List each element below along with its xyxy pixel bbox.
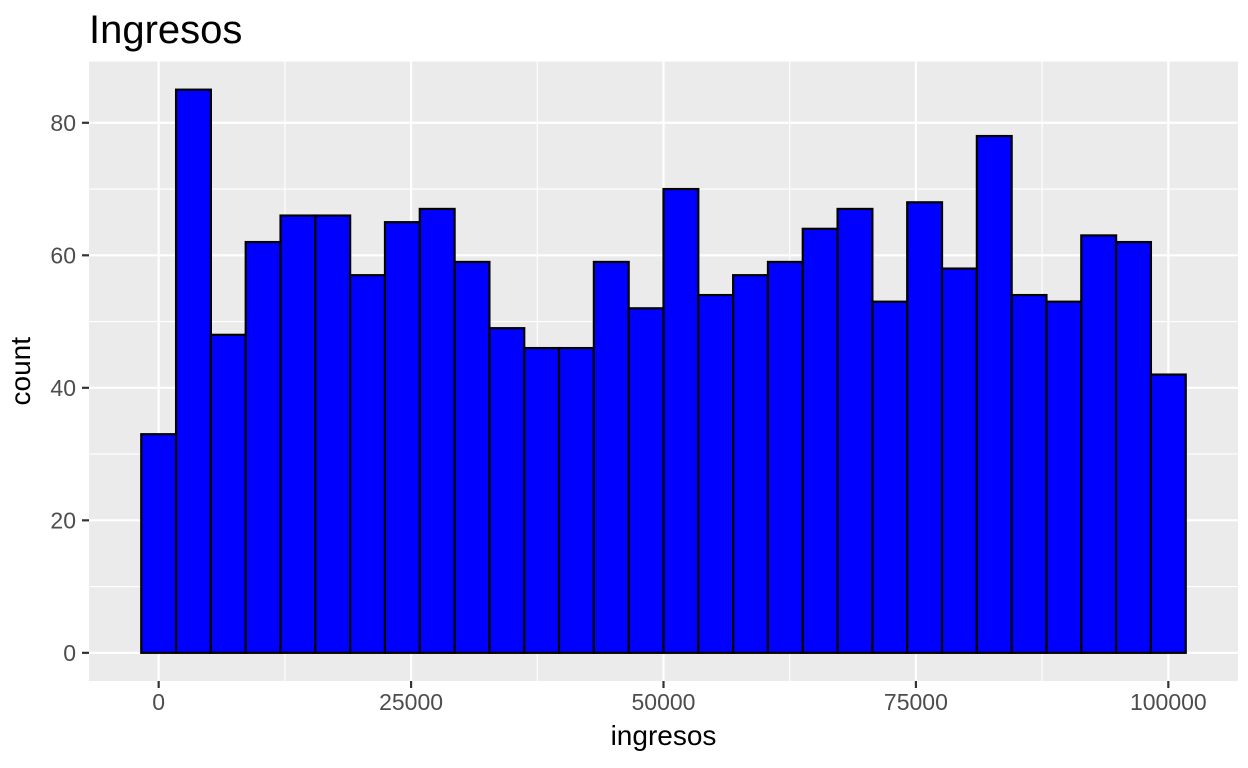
- histogram-bar: [975, 134, 1013, 654]
- y-tick-label: 40: [50, 375, 76, 401]
- histogram-bar: [801, 227, 839, 654]
- histogram-bar: [140, 433, 178, 654]
- x-tick-label: 25000: [379, 689, 443, 715]
- histogram-bar: [906, 201, 944, 654]
- histogram-bar: [314, 214, 352, 654]
- histogram-bar: [244, 240, 282, 654]
- histogram-bar: [174, 88, 212, 654]
- histogram-bar: [1115, 240, 1153, 654]
- histogram-bar: [209, 333, 247, 654]
- histogram-bar: [383, 221, 421, 654]
- x-tick-label: 100000: [1130, 689, 1207, 715]
- x-tick-label: 0: [152, 689, 165, 715]
- y-tick-label: 20: [50, 507, 76, 533]
- histogram-bar: [418, 207, 456, 654]
- histogram-bar: [662, 187, 700, 654]
- x-axis-title: ingresos: [611, 720, 717, 751]
- histogram-bar: [732, 274, 770, 654]
- histogram-bar: [940, 267, 978, 654]
- histogram-bar: [627, 307, 665, 654]
- x-tick-label: 50000: [632, 689, 696, 715]
- histogram-bar: [836, 207, 874, 654]
- histogram-bar: [488, 327, 526, 654]
- y-tick-label: 60: [50, 242, 76, 268]
- histogram-bar: [1080, 234, 1118, 654]
- y-tick-label: 0: [63, 640, 76, 666]
- histogram-bar: [557, 346, 595, 654]
- histogram-bar: [1010, 293, 1048, 654]
- x-tick-label: 75000: [884, 689, 948, 715]
- histogram-bar: [697, 293, 735, 654]
- histogram-bar: [453, 260, 491, 654]
- histogram-bar: [871, 300, 909, 654]
- y-tick-label: 80: [50, 110, 76, 136]
- histogram-bar: [592, 260, 630, 654]
- histogram-bar: [1045, 300, 1083, 654]
- histogram-bar: [279, 214, 317, 654]
- histogram-bar: [523, 346, 561, 654]
- histogram-bar: [1149, 373, 1187, 654]
- histogram-bar: [766, 260, 804, 654]
- y-axis-title: count: [5, 337, 36, 406]
- chart-title: Ingresos: [89, 8, 242, 52]
- histogram-bar: [349, 274, 387, 654]
